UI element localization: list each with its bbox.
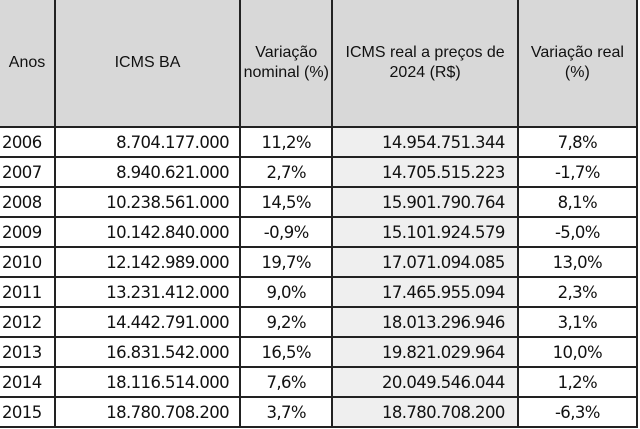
table-row: 2009 10.142.840.000 -0,9% 15.101.924.579 -5,… [0,216,639,248]
table-row: 2010 12.142.989.000 19,7% 17.071.094.085 13,… [0,246,639,278]
cell-icms-real: 18.780.708.200 [331,396,519,428]
cell-variacao-real: 1,2% [516,366,639,398]
cell-variacao-nominal: 9,0% [239,276,334,308]
cell-icms-ba: 8.940.621.000 [54,156,242,188]
cell-variacao-real: 7,8% [516,126,639,158]
cell-year: 2007 [0,156,57,188]
cell-variacao-nominal: 16,5% [239,336,334,368]
table-row: 2013 16.831.542.000 16,5% 19.821.029.964 10,… [0,336,639,368]
table-row: 2011 13.231.412.000 9,0% 17.465.955.094 2,3% [0,276,639,308]
table-row: 2015 18.780.708.200 3,7% 18.780.708.200 -6,3… [0,396,639,428]
cell-variacao-nominal: 9,2% [239,306,334,338]
cell-icms-real: 15.901.790.764 [331,186,519,218]
cell-icms-real: 17.465.955.094 [331,276,519,308]
cell-icms-real: 17.071.094.085 [331,246,519,278]
header-row: Anos ICMS BA Variação nominal (%) ICMS real… [0,0,639,128]
cell-year: 2010 [0,246,57,278]
cell-icms-ba: 18.780.708.200 [54,396,242,428]
cell-variacao-real: -1,7% [516,156,639,188]
cell-icms-ba: 8.704.177.000 [54,126,242,158]
table-row: 2006 8.704.177.000 11,2% 14.954.751.344 7,8% [0,126,639,158]
cell-variacao-real: 13,0% [516,246,639,278]
cell-icms-real: 14.705.515.223 [331,156,519,188]
cell-variacao-real: 3,1% [516,306,639,338]
cell-variacao-nominal: 14,5% [239,186,334,218]
cell-year: 2008 [0,186,57,218]
cell-variacao-nominal: 2,7% [239,156,334,188]
table-row: 2012 14.442.791.000 9,2% 18.013.296.946 3,1% [0,306,639,338]
cell-year: 2012 [0,306,57,338]
cell-variacao-real: 2,3% [516,276,639,308]
header-icms-real: ICMS real a preços de 2024 (R$) [331,0,519,128]
cell-year: 2011 [0,276,57,308]
cell-variacao-nominal: -0,9% [239,216,334,248]
cell-variacao-real: 10,0% [516,336,639,368]
cell-icms-ba: 16.831.542.000 [54,336,242,368]
header-icms-ba: ICMS BA [54,0,242,128]
header-variacao-real: Variação real (%) [516,0,639,128]
cell-icms-ba: 10.142.840.000 [54,216,242,248]
cell-variacao-real: 8,1% [516,186,639,218]
cell-year: 2009 [0,216,57,248]
table-row: 2014 18.116.514.000 7,6% 20.049.546.044 1,2% [0,366,639,398]
cell-year: 2006 [0,126,57,158]
cell-year: 2015 [0,396,57,428]
table-row: 2007 8.940.621.000 2,7% 14.705.515.223 -1,7% [0,156,639,188]
cell-year: 2013 [0,336,57,368]
table-row: 2008 10.238.561.000 14,5% 15.901.790.764 8,1… [0,186,639,218]
cell-year: 2014 [0,366,57,398]
cell-icms-ba: 10.238.561.000 [54,186,242,218]
cell-variacao-nominal: 7,6% [239,366,334,398]
cell-icms-real: 19.821.029.964 [331,336,519,368]
cell-icms-real: 18.013.296.946 [331,306,519,338]
cell-icms-real: 14.954.751.344 [331,126,519,158]
header-anos: Anos [0,0,57,128]
cell-icms-ba: 12.142.989.000 [54,246,242,278]
cell-variacao-nominal: 3,7% [239,396,334,428]
cell-icms-real: 20.049.546.044 [331,366,519,398]
cell-variacao-real: -6,3% [516,396,639,428]
header-variacao-nominal: Variação nominal (%) [239,0,334,128]
cell-variacao-real: -5,0% [516,216,639,248]
cell-icms-ba: 18.116.514.000 [54,366,242,398]
cell-variacao-nominal: 11,2% [239,126,334,158]
cell-icms-ba: 14.442.791.000 [54,306,242,338]
cell-icms-ba: 13.231.412.000 [54,276,242,308]
cell-variacao-nominal: 19,7% [239,246,334,278]
cell-icms-real: 15.101.924.579 [331,216,519,248]
